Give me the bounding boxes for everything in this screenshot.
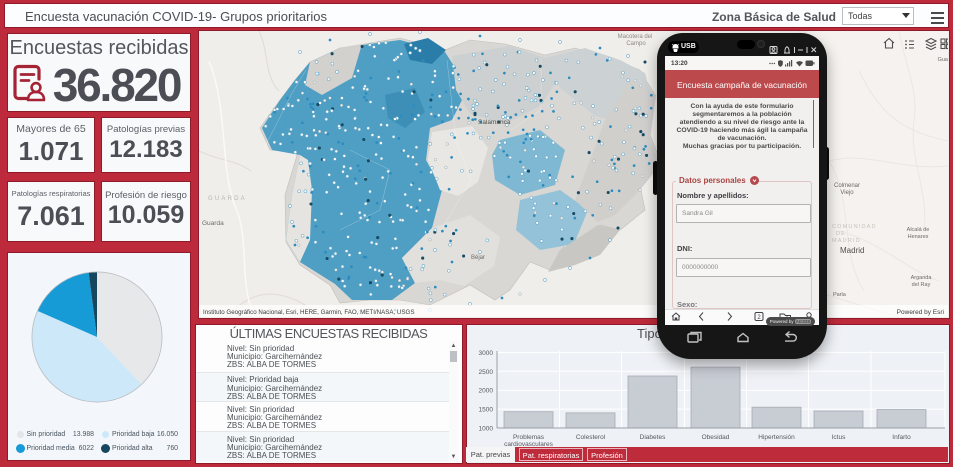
svg-text:del Ray: del Ray <box>912 282 931 288</box>
svg-text:2500: 2500 <box>479 369 494 376</box>
svg-text:DE: DE <box>836 231 846 237</box>
svg-text:MADRID: MADRID <box>832 238 861 244</box>
svg-text:Béjar: Béjar <box>471 255 485 261</box>
svg-text:3000: 3000 <box>479 350 494 357</box>
svg-text:Viejo: Viejo <box>840 190 854 196</box>
svg-text:Alcalá de: Alcalá de <box>907 227 930 233</box>
svg-text:Arganda: Arganda <box>911 275 933 281</box>
svg-text:2: 2 <box>757 315 761 321</box>
svg-text:Guarda: Guarda <box>202 220 224 227</box>
svg-text:Gua: Gua <box>938 57 948 63</box>
svg-text:GUARDA: GUARDA <box>208 196 247 202</box>
svg-text:Diabetes: Diabetes <box>640 434 666 441</box>
svg-text:Instituto Geográfico Nacional,: Instituto Geográfico Nacional, Esri, HER… <box>203 309 414 316</box>
svg-text:Colesterol: Colesterol <box>576 434 606 441</box>
svg-text:Hipertensión: Hipertensión <box>758 434 795 441</box>
svg-text:Obesidad: Obesidad <box>702 434 730 441</box>
svg-text:Ictus: Ictus <box>832 434 846 441</box>
svg-text:cardiovasculares: cardiovasculares <box>504 441 554 447</box>
svg-text:Campo: Campo <box>626 41 646 47</box>
svg-text:Salamanca: Salamanca <box>478 119 511 126</box>
svg-text:Infarto: Infarto <box>892 434 911 441</box>
svg-text:Colmenar: Colmenar <box>834 183 860 189</box>
svg-text:Henares: Henares <box>908 234 929 240</box>
svg-text:Macotera del: Macotera del <box>618 34 653 40</box>
svg-text:2000: 2000 <box>479 388 494 395</box>
svg-text:Parla: Parla <box>833 292 847 298</box>
svg-text:COMUNIDAD: COMUNIDAD <box>832 224 877 230</box>
svg-text:Powered by Esri: Powered by Esri <box>897 309 944 316</box>
svg-text:1000: 1000 <box>479 426 494 433</box>
svg-text:Problemas: Problemas <box>513 434 545 441</box>
svg-text:1500: 1500 <box>479 407 494 414</box>
svg-text:Madrid: Madrid <box>840 246 864 255</box>
